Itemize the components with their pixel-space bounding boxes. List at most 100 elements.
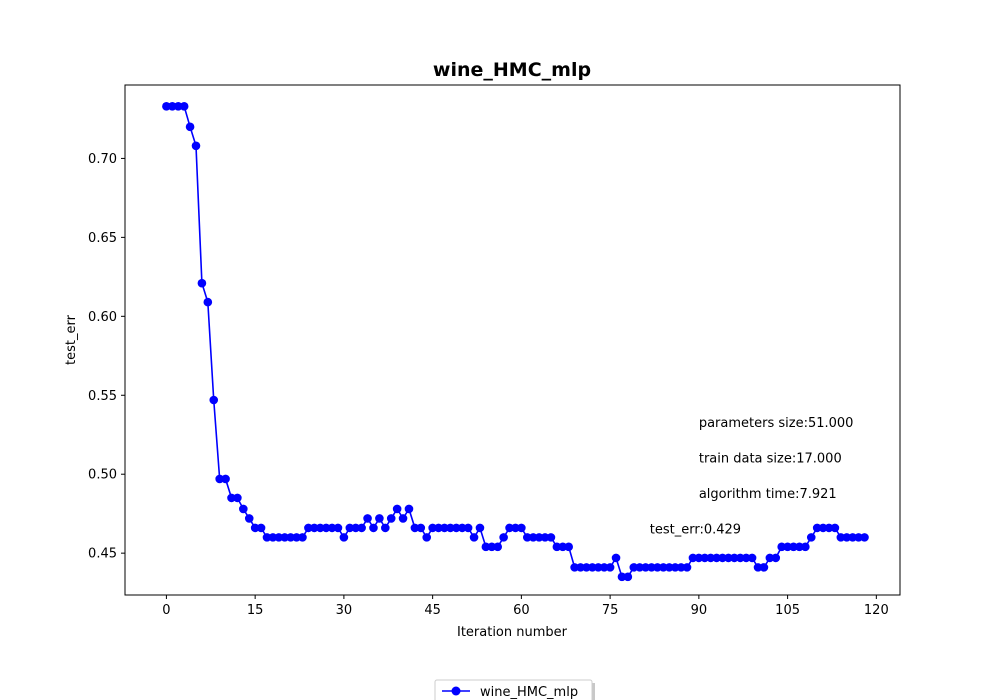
data-point xyxy=(546,533,556,542)
x-tick-label: 75 xyxy=(602,603,619,618)
data-point xyxy=(410,523,420,533)
data-point xyxy=(422,533,432,542)
data-point xyxy=(735,553,745,563)
data-point xyxy=(227,493,236,503)
data-point xyxy=(327,523,337,533)
data-point xyxy=(588,563,597,572)
y-tick-label: 0.55 xyxy=(88,389,117,404)
legend[interactable]: wine_HMC_mlp xyxy=(434,679,595,700)
data-point xyxy=(771,553,781,563)
data-point xyxy=(197,278,207,288)
data-point xyxy=(741,553,751,563)
data-point xyxy=(310,523,319,533)
data-point xyxy=(339,533,349,542)
data-point xyxy=(694,553,704,563)
data-point xyxy=(292,533,301,542)
data-point xyxy=(363,514,372,523)
data-point xyxy=(830,523,840,533)
data-point xyxy=(842,533,852,542)
data-point xyxy=(517,523,526,533)
data-point xyxy=(457,523,467,533)
data-point xyxy=(564,542,573,552)
data-point xyxy=(351,523,361,533)
data-point xyxy=(280,533,290,542)
data-point xyxy=(452,523,461,533)
data-point xyxy=(818,523,828,533)
data-point xyxy=(315,523,325,533)
data-point xyxy=(836,533,846,542)
data-point xyxy=(179,102,189,111)
x-tick-label: 45 xyxy=(424,603,441,618)
data-point xyxy=(747,553,757,563)
x-tick-label: 15 xyxy=(247,603,264,618)
data-point xyxy=(635,563,644,572)
data-point xyxy=(617,572,627,582)
y-axis-label: test_err xyxy=(64,314,79,365)
data-point xyxy=(783,542,792,552)
data-point xyxy=(239,504,248,514)
data-point xyxy=(209,395,219,405)
annotation-text: train data size:17.000 xyxy=(699,451,842,466)
data-point xyxy=(629,563,639,572)
data-point xyxy=(641,563,650,572)
data-point xyxy=(806,533,816,542)
data-point xyxy=(487,542,497,552)
data-point xyxy=(268,533,278,542)
annotation-text: algorithm time:7.921 xyxy=(699,487,837,502)
data-point xyxy=(386,514,396,523)
data-point xyxy=(593,563,603,572)
data-point xyxy=(499,533,508,542)
data-point xyxy=(712,553,721,563)
x-tick-label: 60 xyxy=(513,603,530,618)
data-point xyxy=(256,523,266,533)
data-point xyxy=(274,533,284,542)
x-tick-label: 0 xyxy=(162,603,170,618)
data-point xyxy=(528,533,538,542)
annotation-text: test_err:0.429 xyxy=(650,522,741,537)
data-point xyxy=(321,523,331,533)
data-point xyxy=(162,102,171,111)
x-axis-label: Iteration number xyxy=(457,625,568,640)
data-point xyxy=(534,533,544,542)
data-point xyxy=(570,563,579,572)
y-axis: 0.45 0.50 0.55 0.60 0.65 0.70 xyxy=(88,152,125,562)
series-layer xyxy=(162,102,869,582)
y-tick-label: 0.50 xyxy=(88,468,117,483)
data-point xyxy=(298,533,307,542)
data-point xyxy=(173,102,183,111)
data-point xyxy=(789,542,798,552)
data-point xyxy=(345,523,355,533)
data-point xyxy=(812,523,822,533)
data-point xyxy=(848,533,857,542)
data-point xyxy=(203,297,213,307)
data-point xyxy=(759,563,769,572)
data-point xyxy=(653,563,662,572)
data-point xyxy=(493,542,503,552)
data-point xyxy=(191,141,201,151)
data-point xyxy=(706,553,715,563)
data-point xyxy=(392,504,402,514)
data-point xyxy=(860,533,869,542)
data-point xyxy=(244,514,254,523)
data-point xyxy=(375,514,384,523)
data-point xyxy=(801,542,810,552)
data-point xyxy=(718,553,727,563)
legend-marker xyxy=(451,686,461,696)
data-point xyxy=(765,553,775,563)
data-point xyxy=(463,523,473,533)
y-tick-label: 0.65 xyxy=(88,231,117,246)
data-point xyxy=(659,563,668,572)
data-point xyxy=(250,523,260,533)
data-point xyxy=(475,523,485,533)
data-point xyxy=(824,523,834,533)
annotations: parameters size:51.000 train data size:17… xyxy=(650,416,854,538)
annotation-text: parameters size:51.000 xyxy=(699,416,854,431)
series-line xyxy=(166,105,865,578)
data-point xyxy=(262,533,272,542)
x-tick-label: 105 xyxy=(775,603,800,618)
y-tick-label: 0.60 xyxy=(88,310,117,325)
data-point xyxy=(446,523,455,533)
data-point xyxy=(428,523,437,533)
data-point xyxy=(682,563,692,572)
